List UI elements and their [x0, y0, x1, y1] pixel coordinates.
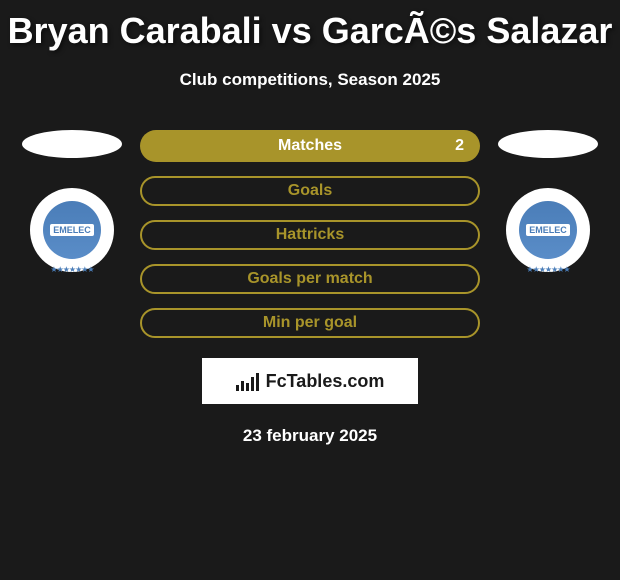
player-left-column: EMELEC ★★★★★★★: [22, 130, 122, 272]
stat-label-goals: Goals: [288, 182, 332, 200]
subtitle: Club competitions, Season 2025: [0, 70, 620, 90]
stat-bar-matches: Matches 2: [140, 130, 480, 162]
fctables-logo: FcTables.com: [202, 358, 418, 404]
badge-stars-right: ★★★★★★★: [526, 265, 569, 274]
stat-bar-hattricks: Hattricks: [140, 220, 480, 250]
stat-bar-min-per-goal: Min per goal: [140, 308, 480, 338]
stat-bar-goals-per-match: Goals per match: [140, 264, 480, 294]
logo-chart-icon: [236, 371, 260, 391]
badge-inner-left: EMELEC: [43, 201, 101, 259]
stat-label-gpm: Goals per match: [247, 270, 372, 288]
stats-column: Matches 2 Goals Hattricks Goals per matc…: [140, 130, 480, 338]
badge-stars-left: ★★★★★★★: [50, 265, 93, 274]
stat-bar-goals: Goals: [140, 176, 480, 206]
badge-inner-right: EMELEC: [519, 201, 577, 259]
stat-value-matches: 2: [455, 137, 464, 155]
stat-label-matches: Matches: [278, 137, 342, 155]
badge-text-left: EMELEC: [50, 224, 94, 236]
player-right-oval: [498, 130, 598, 158]
comparison-title: Bryan Carabali vs GarcÃ©s Salazar: [0, 0, 620, 52]
club-badge-right: EMELEC ★★★★★★★: [506, 188, 590, 272]
player-right-column: EMELEC ★★★★★★★: [498, 130, 598, 272]
player-left-oval: [22, 130, 122, 158]
badge-text-right: EMELEC: [526, 224, 570, 236]
stat-label-mpg: Min per goal: [263, 314, 357, 332]
club-badge-left: EMELEC ★★★★★★★: [30, 188, 114, 272]
logo-text: FcTables.com: [266, 371, 385, 392]
stat-label-hattricks: Hattricks: [276, 226, 344, 244]
date-label: 23 february 2025: [0, 426, 620, 446]
comparison-content: EMELEC ★★★★★★★ Matches 2 Goals Hattricks…: [0, 130, 620, 338]
